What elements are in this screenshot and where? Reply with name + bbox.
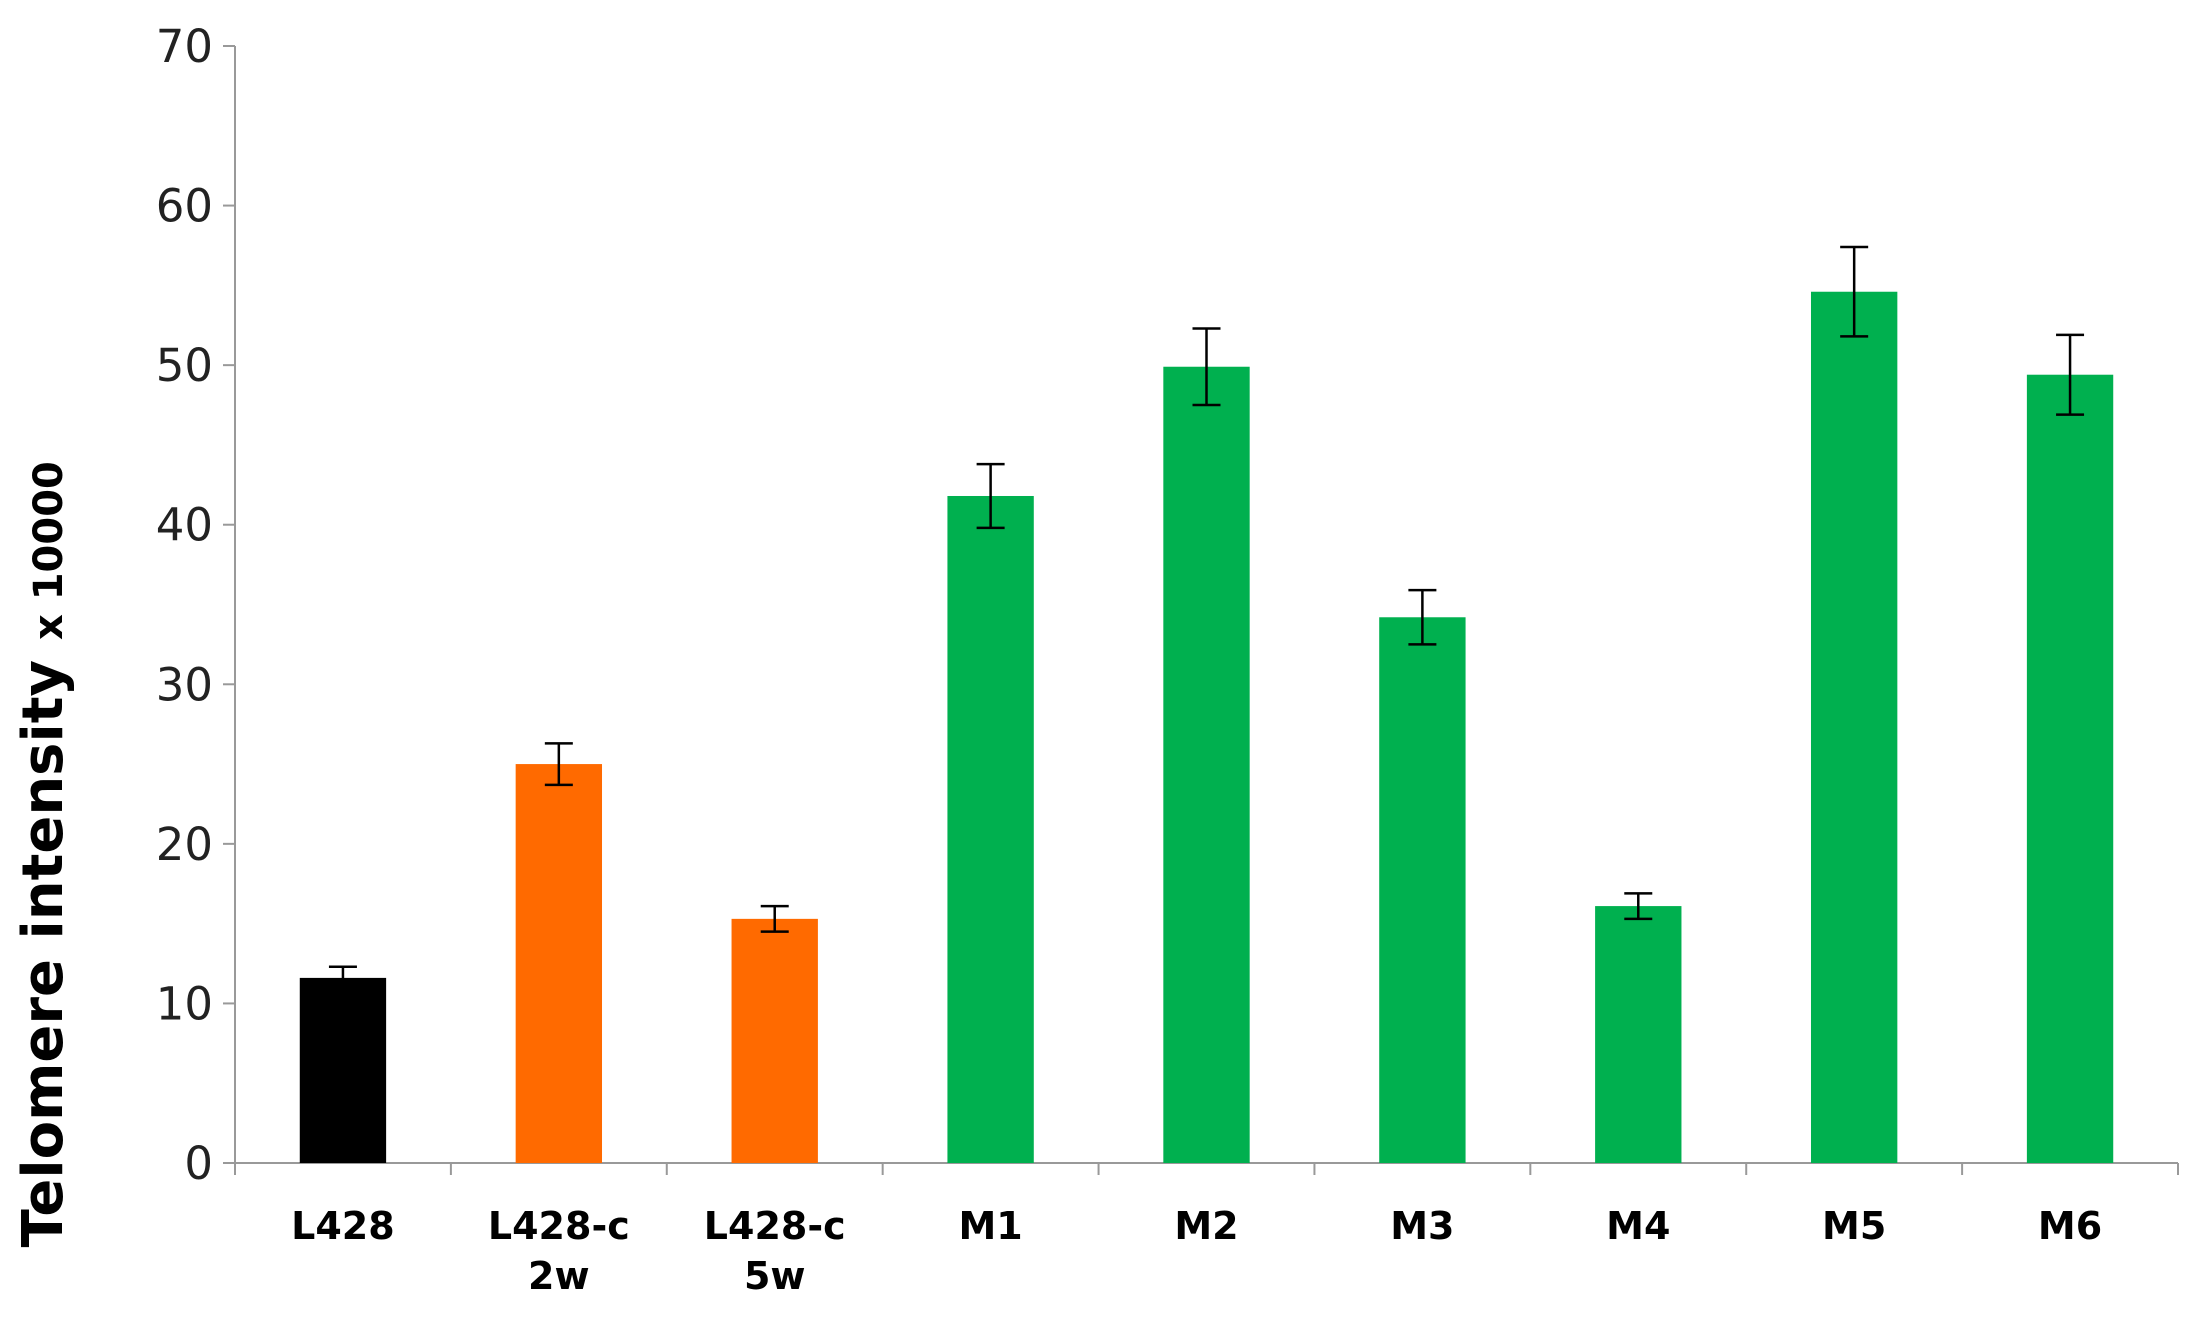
bar: [1163, 366, 1250, 1163]
bar: [515, 764, 603, 1163]
x-tick-label: L428: [291, 1204, 395, 1248]
y-tick-label: 50: [156, 339, 213, 392]
y-tick-label: 70: [156, 20, 213, 73]
x-tick-label: M6: [2037, 1204, 2103, 1248]
bar: [299, 977, 387, 1163]
x-tick-label: M5: [1822, 1204, 1887, 1248]
y-tick-label: 10: [156, 977, 213, 1030]
bar: [947, 495, 1034, 1163]
x-tick-label: M1: [958, 1204, 1023, 1248]
x-tick-label: L428-c 5w: [703, 1204, 846, 1298]
y-tick-label: 40: [156, 499, 213, 552]
y-tick-label: 30: [156, 658, 213, 711]
bar: [2026, 374, 2114, 1163]
x-tick-label: L428-c 2w: [487, 1204, 630, 1298]
x-tick-label: M4: [1606, 1204, 1671, 1248]
bar: [731, 918, 818, 1163]
y-tick-label: 20: [156, 818, 213, 871]
y-tick-label: 0: [184, 1137, 213, 1190]
y-axis-label: Telomere intensity: [11, 660, 76, 1247]
bar: [1810, 291, 1898, 1163]
y-axis-label-suffix: x 10000: [26, 461, 72, 640]
x-tick-label: M3: [1390, 1204, 1455, 1248]
y-tick-label: 60: [156, 180, 213, 233]
bar: [1379, 617, 1466, 1163]
x-tick-label: M2: [1174, 1204, 1239, 1248]
bar: [1595, 906, 1682, 1163]
